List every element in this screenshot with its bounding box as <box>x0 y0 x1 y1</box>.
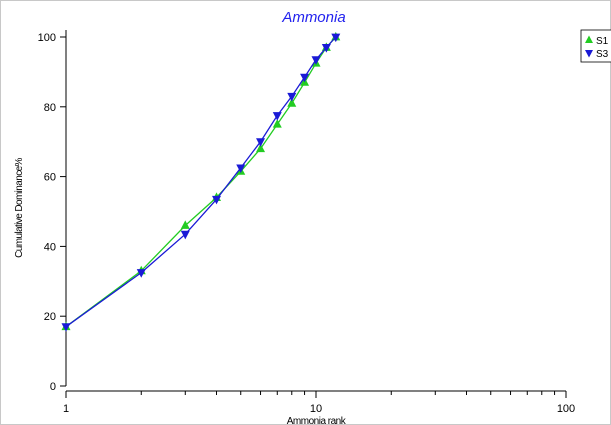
legend-marker <box>585 49 593 58</box>
data-point <box>61 323 71 332</box>
data-point <box>287 92 297 102</box>
y-tick-label: 80 <box>44 102 56 114</box>
y-tick-label: 100 <box>38 32 56 44</box>
chart-title: Ammonia <box>281 9 345 26</box>
series-S3 <box>61 33 341 332</box>
y-ticks: 0 20 40 60 80 100 <box>38 32 66 393</box>
x-ticks: 1 10 100 <box>63 391 575 415</box>
y-axis-label: Cumulative Dominance% <box>14 157 25 257</box>
legend-label: S1 <box>596 36 609 47</box>
data-point <box>136 269 146 278</box>
legend-box <box>580 29 611 63</box>
data-point <box>256 138 266 147</box>
data-point <box>180 220 190 229</box>
x-tick-label: 10 <box>310 403 322 415</box>
legend-label: S3 <box>596 49 609 60</box>
x-tick-label: 1 <box>63 403 69 415</box>
y-tick-label: 60 <box>44 172 56 184</box>
x-tick-label: 100 <box>557 403 575 415</box>
data-point <box>300 73 310 83</box>
y-tick-label: 20 <box>44 311 56 323</box>
series-layer <box>61 31 341 332</box>
data-point <box>272 112 282 121</box>
data-point <box>287 98 297 107</box>
y-tick-label: 0 <box>50 381 56 393</box>
data-point <box>331 33 341 43</box>
data-point <box>212 195 222 205</box>
data-point <box>272 119 282 128</box>
data-point <box>256 143 266 153</box>
y-tick-label: 40 <box>44 241 56 253</box>
data-point <box>236 164 246 174</box>
legend-marker <box>585 35 593 44</box>
x-axis-label: Ammonia rank <box>287 416 347 425</box>
data-point <box>311 56 321 65</box>
data-point <box>321 44 331 53</box>
data-point <box>180 230 190 240</box>
